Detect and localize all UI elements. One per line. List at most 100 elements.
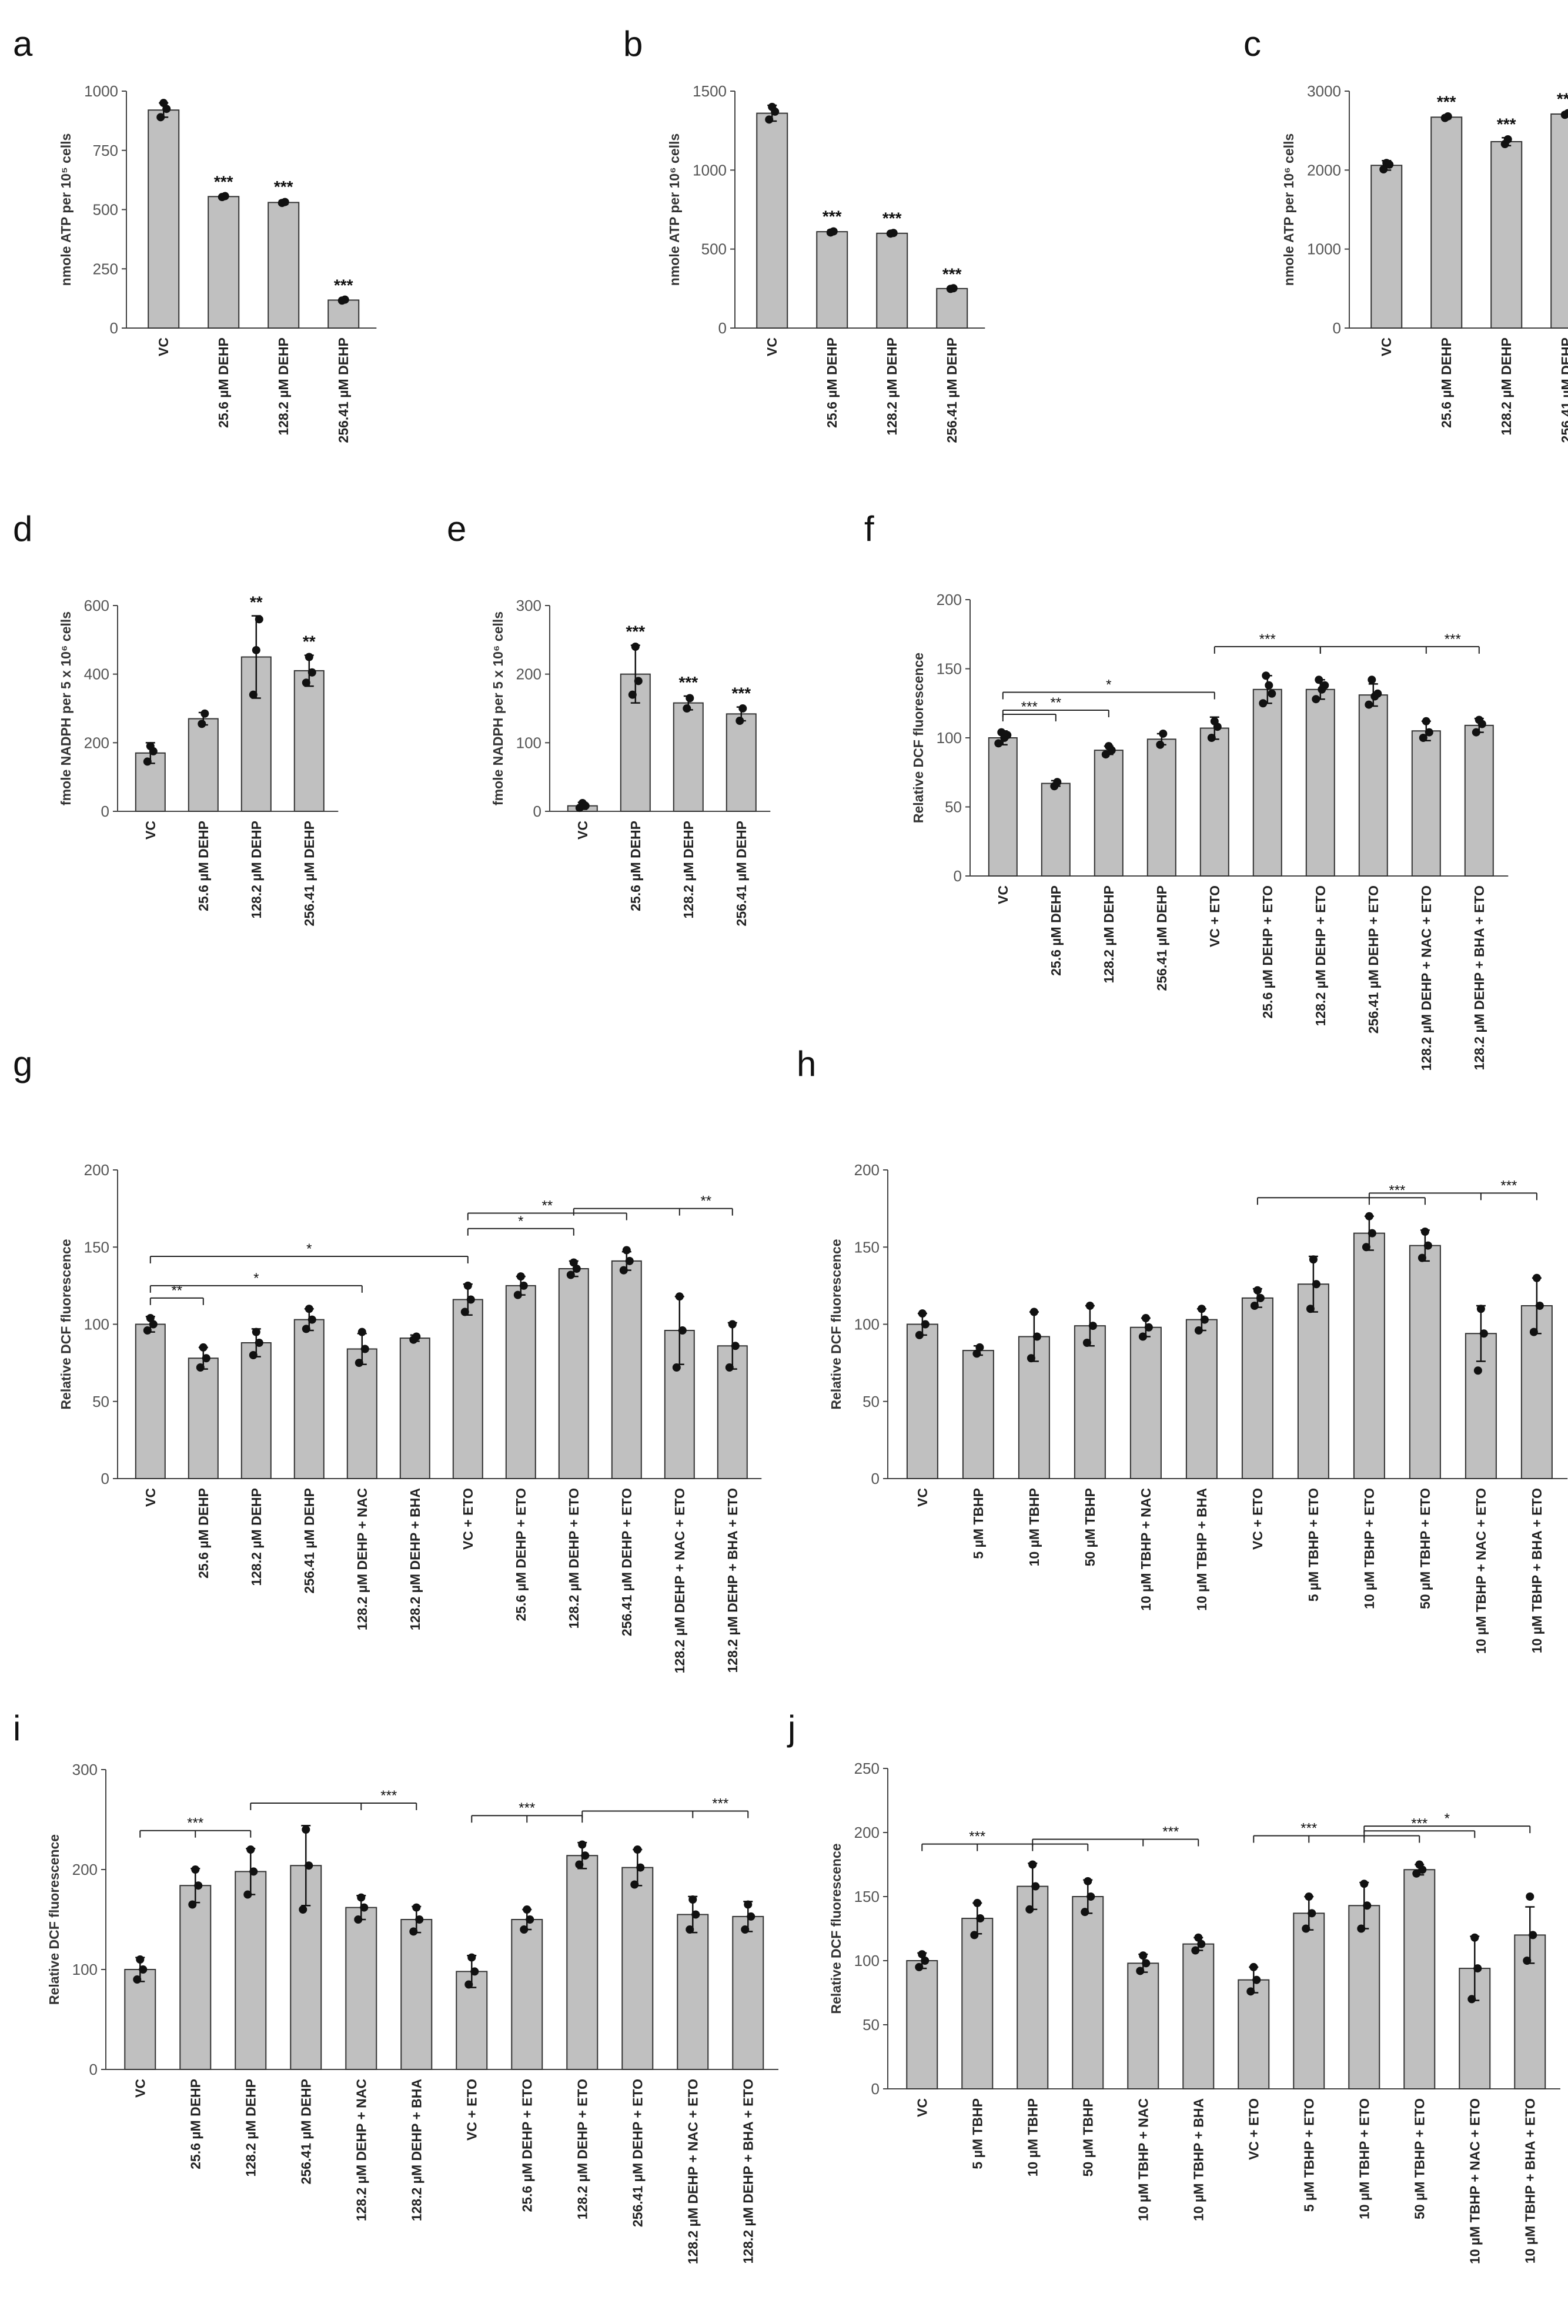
bar <box>1353 1232 1385 1479</box>
data-point <box>156 113 165 122</box>
data-point <box>578 1840 587 1849</box>
data-point <box>1422 717 1430 725</box>
data-point <box>1141 1314 1150 1322</box>
data-point <box>357 1893 366 1902</box>
bar <box>188 718 219 812</box>
data-point <box>415 1915 424 1924</box>
category-label: VC <box>575 821 590 840</box>
category-label: 128.2 µM DEHP + ETO <box>574 2079 590 2219</box>
panel-h: h 0 50 100 150 200 Relative DCF fluorescence VC… <box>797 1044 1568 1654</box>
significance-label: *** <box>214 172 233 190</box>
category-label: 128.2 µM DEHP + NAC + ETO <box>685 2079 700 2264</box>
significance-label: *** <box>334 276 353 294</box>
data-point <box>765 115 774 124</box>
category-label: 128.2 µM DEHP + BHA <box>407 1488 423 1630</box>
data-point <box>1250 1302 1259 1310</box>
y-tick-label: 50 <box>92 1393 109 1410</box>
bracket-label: * <box>518 1213 523 1229</box>
category-label: 25.6 µM DEHP <box>628 821 643 911</box>
bar <box>1182 1943 1215 2089</box>
bar <box>1094 750 1124 877</box>
bracket-label: *** <box>1300 1820 1317 1836</box>
data-point <box>249 690 258 699</box>
category-label: VC <box>143 821 158 840</box>
data-point <box>357 1327 366 1336</box>
y-axis-label: fmole NADPH per 5 x 10⁶ cells <box>58 611 73 805</box>
data-point <box>1197 1940 1206 1948</box>
data-point <box>136 1955 145 1964</box>
data-point <box>1031 1882 1040 1891</box>
data-point <box>1523 1957 1532 1965</box>
y-tick-label: 0 <box>1333 319 1341 337</box>
data-point <box>1265 681 1273 690</box>
data-point <box>1473 1366 1482 1375</box>
data-point <box>728 1320 737 1329</box>
data-point <box>1136 1967 1145 1975</box>
data-point <box>1357 1924 1366 1933</box>
panel-label: h <box>797 1044 816 1084</box>
data-point <box>1419 734 1427 742</box>
data-point <box>409 1927 418 1936</box>
data-point <box>976 1914 985 1923</box>
data-point <box>302 1825 310 1834</box>
data-point <box>467 1953 476 1962</box>
data-point <box>1563 109 1568 118</box>
data-point <box>1144 1323 1153 1332</box>
data-point <box>470 1967 479 1976</box>
data-point <box>1053 778 1062 787</box>
data-point <box>198 720 206 728</box>
bar <box>1550 113 1568 329</box>
data-point <box>915 1962 924 1971</box>
category-label: 128.2 µM DEHP <box>1499 337 1514 436</box>
data-point <box>1368 1229 1376 1238</box>
data-point <box>744 1900 753 1909</box>
bracket-label: *** <box>519 1800 535 1816</box>
bar <box>1403 1869 1436 2089</box>
data-point <box>633 1845 642 1854</box>
data-point <box>691 1910 700 1919</box>
y-axis-label: Relative DCF fluorescence <box>58 1239 73 1409</box>
bar <box>148 109 180 329</box>
bar <box>756 112 788 329</box>
y-tick-label: 150 <box>854 1888 880 1905</box>
data-point <box>194 1881 203 1890</box>
bar <box>876 232 908 329</box>
bar <box>558 1268 589 1479</box>
y-tick-label: 500 <box>93 201 118 219</box>
data-point <box>1207 734 1216 742</box>
data-point <box>889 229 898 238</box>
data-point <box>1443 112 1452 121</box>
data-point <box>915 1330 924 1339</box>
y-tick-label: 600 <box>84 597 109 614</box>
data-point <box>1213 723 1222 731</box>
data-point <box>975 1343 984 1352</box>
y-tick-label: 250 <box>93 260 118 277</box>
bar <box>452 1299 483 1479</box>
bracket-label: * <box>253 1270 259 1286</box>
data-point <box>143 1326 152 1335</box>
bar <box>1293 1912 1325 2090</box>
bar <box>346 1348 377 1479</box>
data-point <box>255 1339 263 1347</box>
category-label: 128.2 µM DEHP <box>276 337 291 436</box>
data-point <box>575 1860 584 1869</box>
data-point <box>622 1246 631 1255</box>
y-axis-label: nmole ATP per 10⁵ cells <box>58 133 73 286</box>
category-label: 128.2 µM DEHP + BHA + ETO <box>725 1488 740 1673</box>
data-point <box>1246 1987 1255 1996</box>
data-point <box>973 1898 982 1907</box>
data-point <box>1259 699 1268 708</box>
data-point <box>688 1895 697 1904</box>
bar <box>1146 738 1176 877</box>
data-point <box>355 1359 363 1367</box>
data-point <box>1253 1286 1262 1295</box>
y-tick-label: 1000 <box>1307 240 1341 258</box>
category-label: VC + ETO <box>460 1488 476 1550</box>
panel-c: c 0 1000 2000 3000 nmole ATP per 10⁶ cells VC *… <box>1243 24 1568 443</box>
data-point <box>918 1309 927 1318</box>
data-point <box>581 801 590 810</box>
data-point <box>675 1292 684 1301</box>
y-tick-label: 100 <box>854 1952 880 1969</box>
category-label: 128.2 µM DEHP <box>249 1488 264 1586</box>
